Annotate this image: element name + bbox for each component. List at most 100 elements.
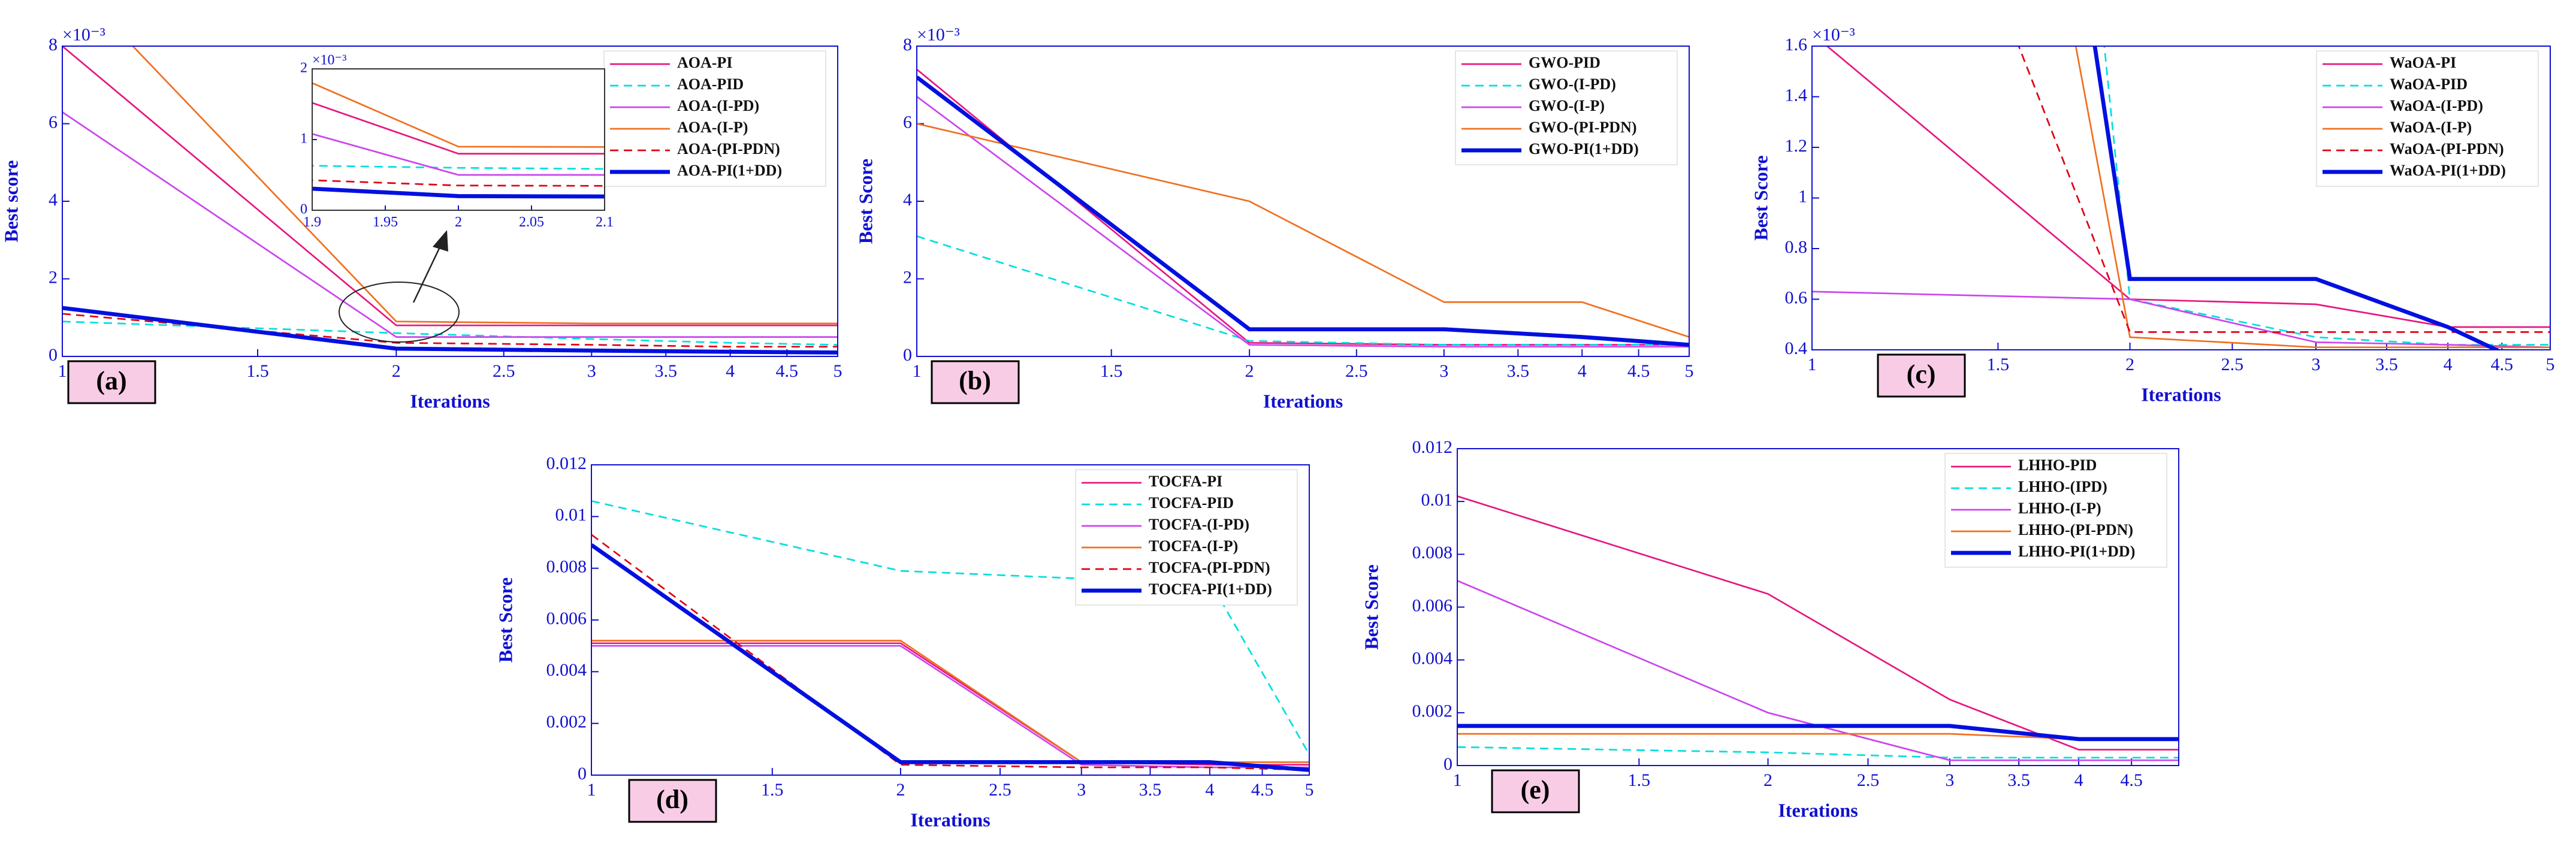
y-tick-label: 0 <box>903 345 912 365</box>
x-tick-label: 1.5 <box>761 780 784 800</box>
y-tick-label: 0.01 <box>1421 490 1453 510</box>
zoom-arrow <box>412 239 445 303</box>
plot: 1 1.5 2 2.5 3 3.5 4 4.5 5 0 2 4 6 8 ×10⁻³ Iterations Bes… <box>854 25 1693 412</box>
series-line <box>917 96 1689 348</box>
series-line <box>917 75 1689 347</box>
y-tick-label: 8 <box>49 35 58 55</box>
legend-label: AOA-(I-PD) <box>677 97 759 114</box>
y-tick-label: 8 <box>903 35 912 55</box>
y-tick-label: 0 <box>49 345 58 365</box>
plot-frame <box>591 464 1310 776</box>
x-tick-label: 2.5 <box>1345 361 1368 381</box>
x-tick-label: 2.05 <box>519 214 544 230</box>
series-line <box>917 123 1689 338</box>
x-tick-label: 3.5 <box>1139 780 1162 800</box>
series-line <box>591 534 1309 771</box>
x-tick-label: 5 <box>1305 780 1314 800</box>
x-tick-label: 3 <box>1945 770 1954 790</box>
series-line <box>2092 46 2501 350</box>
x-axis-label: Iterations <box>1778 799 1858 821</box>
legend-label: LHHO-(I-P) <box>2018 500 2101 517</box>
x-axis-label: Iterations <box>410 390 490 412</box>
series-line <box>591 645 1309 769</box>
legend-label: LHHO-PI(1+DD) <box>2018 543 2135 560</box>
y-tick-label: 0.004 <box>1412 649 1453 668</box>
series-line <box>1812 291 2550 349</box>
panel-tag-box <box>67 360 156 404</box>
y-tick-label: 2 <box>300 61 307 76</box>
y-tick-label: 1.4 <box>1785 85 1808 105</box>
y-tick-label: 0.008 <box>1412 543 1453 562</box>
x-tick-label: 1.5 <box>1628 770 1651 790</box>
x-tick-label: 2 <box>2125 355 2134 374</box>
legend-label: AOA-(I-P) <box>677 119 748 136</box>
y-tick-label: 2 <box>49 267 58 287</box>
x-tick-label: 1.5 <box>246 361 269 381</box>
series-line <box>1457 495 2179 751</box>
x-tick-label: 1 <box>587 780 596 800</box>
x-tick-label: 2.5 <box>2221 355 2244 374</box>
legend-label: TOCFA-(PI-PDN) <box>1149 559 1270 576</box>
panel-tag-box <box>931 360 1020 404</box>
y-tick-label: 0.006 <box>1412 595 1453 615</box>
plot-frame <box>1457 448 2179 766</box>
legend-label: LHHO-PID <box>2018 456 2097 474</box>
y-tick-label: 0.002 <box>1412 701 1453 721</box>
x-tick-label: 2 <box>1763 770 1772 790</box>
x-tick-label: 3.5 <box>654 361 677 381</box>
legend-label: LHHO-(PI-PDN) <box>2018 521 2133 539</box>
x-tick-label: 1 <box>1808 355 1817 374</box>
plot: 1 1.5 2 2.5 3 3.5 4 4.5 5 0 0.002 0.004 0.006 0.008 0.… <box>494 453 1313 830</box>
legend-label: LHHO-(IPD) <box>2018 478 2107 495</box>
series-line <box>62 111 838 338</box>
x-axis-label: Iterations <box>1263 390 1343 412</box>
x-tick-label: 2 <box>1245 361 1254 381</box>
x-tick-label: 5 <box>1685 361 1694 381</box>
series-line <box>62 46 838 326</box>
legend-label: AOA-(PI-PDN) <box>677 140 780 158</box>
x-tick-label: 2.1 <box>596 214 614 230</box>
series-group <box>1457 495 2179 761</box>
series-line <box>1826 46 2550 328</box>
y-tick-label: 0 <box>1443 754 1452 774</box>
legend-box <box>2316 50 2539 187</box>
series-line <box>591 543 1309 772</box>
x-tick-label: 4 <box>1578 361 1587 381</box>
y-tick-label: 1 <box>1798 186 1807 206</box>
y-tick-label: 0.01 <box>555 505 587 525</box>
series-line <box>62 305 838 355</box>
panel-tag: (b) <box>959 366 991 395</box>
legend-label: TOCFA-PI <box>1149 473 1222 490</box>
x-tick-label: 3.5 <box>2375 355 2398 374</box>
y-tick-label: 1.6 <box>1785 35 1808 55</box>
series-line <box>1457 746 2179 759</box>
y-axis-label: Best Score <box>494 577 516 663</box>
x-tick-label: 3 <box>2311 355 2320 374</box>
y-tick-label: 6 <box>903 112 912 132</box>
series-line <box>62 320 838 346</box>
legend-box <box>1075 469 1298 606</box>
series-line <box>1457 724 2179 742</box>
x-tick-label: 5 <box>2546 355 2555 374</box>
plot: 1 1.5 2 2.5 3 3.5 4 4.5 5 0.4 0.6 0.8 1 1.2 1.4 1.6 ×10⁻… <box>1750 25 2555 405</box>
y-axis-label: Best Score <box>1360 564 1382 649</box>
y-tick-label: 0.4 <box>1785 338 1808 358</box>
y-tick-label: 0.012 <box>546 453 587 473</box>
panel-tag: (c) <box>1907 359 1936 389</box>
y-exponent: ×10⁻³ <box>62 25 105 44</box>
x-tick-label: 2 <box>392 361 401 381</box>
legend-label: TOCFA-PI(1+DD) <box>1149 580 1272 598</box>
legend-label: WaOA-PI(1+DD) <box>2390 162 2506 179</box>
x-tick-label: 2.5 <box>1857 770 1880 790</box>
y-tick-label: 0 <box>300 202 307 217</box>
y-exponent: ×10⁻³ <box>1812 25 1855 44</box>
y-tick-label: 4 <box>903 190 912 210</box>
plot-frame <box>62 46 838 357</box>
zoom-arrowhead <box>433 230 448 252</box>
legend-label: GWO-(PI-PDN) <box>1529 119 1637 136</box>
legend-label: TOCFA-(I-P) <box>1149 537 1238 555</box>
plot-area <box>312 69 605 210</box>
panel-tag: (a) <box>96 366 126 395</box>
x-tick-label: 4 <box>1205 780 1214 800</box>
x-tick-label: 2 <box>896 780 905 800</box>
